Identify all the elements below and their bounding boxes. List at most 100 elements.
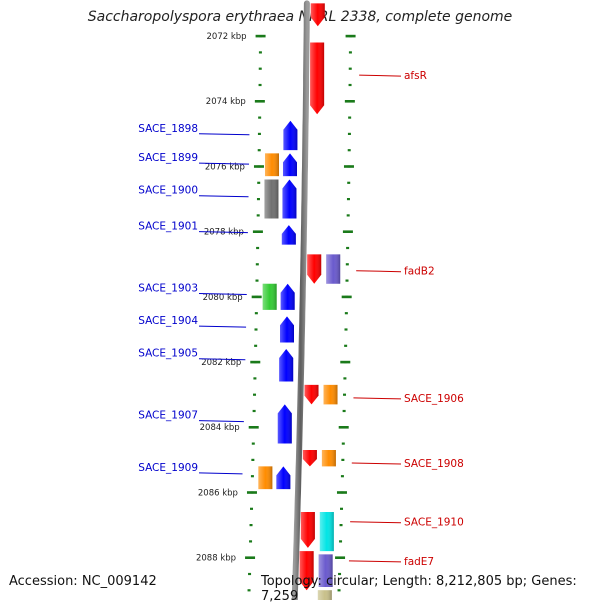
backbone-ring: [291, 0, 310, 600]
major-tick: [250, 360, 261, 364]
scale-dot-outer: [347, 149, 351, 152]
scale-dot-outer: [339, 540, 343, 543]
gene-leader-reverse: [198, 358, 246, 361]
major-tick: [255, 34, 266, 38]
gene-leader-forward: [350, 521, 402, 524]
gene-leader-forward: [356, 270, 402, 273]
scale-dot-inner: [258, 67, 262, 70]
scale-tick-label: 2072 kbp: [207, 32, 247, 42]
gene-label-reverse: SACE_1901: [138, 221, 198, 233]
major-tick-outer: [344, 100, 355, 103]
scale-dot-inner: [247, 589, 251, 592]
scale-dot-inner: [257, 132, 261, 135]
forward-feature-shade-10: [319, 511, 334, 552]
gene-label-forward: afsR: [404, 70, 427, 82]
reverse-feature-shade-11: [262, 283, 277, 310]
scale-dot-inner: [256, 198, 260, 201]
scale-dot-inner: [249, 524, 253, 527]
gene-leader-reverse: [198, 133, 250, 136]
reverse-feature-shade-3: [281, 225, 296, 245]
major-tick-outer: [342, 230, 353, 233]
reverse-feature-shade-10: [264, 179, 279, 219]
scale-dot-inner: [251, 458, 255, 461]
major-tick-outer: [343, 165, 354, 168]
scale-dot-outer: [339, 524, 343, 527]
forward-feature-shade-12: [317, 590, 332, 600]
gene-label-reverse: SACE_1904: [138, 315, 198, 327]
forward-feature-shade-2: [307, 254, 322, 284]
scale-dot-inner: [254, 344, 258, 347]
major-tick: [251, 295, 262, 299]
map-title: Saccharopolyspora erythraea NRRL 2338, c…: [87, 9, 513, 25]
major-tick-outer: [341, 295, 352, 299]
gene-label-forward: fadB2: [404, 266, 435, 278]
scale-dot-outer: [346, 214, 350, 217]
scale-dot-inner: [258, 83, 262, 87]
scale-dot-outer: [346, 198, 350, 201]
scale-tick-label: 2076 kbp: [205, 162, 245, 172]
gene-label-reverse: SACE_1903: [138, 283, 198, 295]
gene-label-forward: SACE_1910: [404, 517, 464, 529]
scale-dot-inner: [256, 214, 260, 217]
scale-dot-outer: [338, 572, 342, 576]
reverse-feature-shade-6: [279, 348, 294, 382]
reverse-feature-shade-8: [276, 466, 291, 490]
scale-dot-outer: [345, 263, 349, 266]
gene-leader-reverse: [198, 325, 247, 328]
scale-dot-outer: [341, 458, 345, 461]
scale-dot-outer: [342, 409, 346, 413]
forward-feature-shade-8: [323, 384, 338, 405]
scale-dot-outer: [345, 279, 349, 282]
scale-dot-outer: [343, 377, 347, 380]
reverse-feature-shade-7: [277, 404, 292, 444]
reverse-feature-shade-1: [282, 153, 297, 177]
scale-dot-outer: [340, 475, 344, 478]
gene-leader-forward: [348, 560, 402, 563]
gene-label-forward: fadE7: [404, 556, 434, 568]
gene-label-reverse: SACE_1899: [138, 152, 198, 164]
scale-dot-inner: [258, 51, 262, 54]
scale-tick-label: 2084 kbp: [200, 423, 240, 433]
scale-tick-label: 2082 kbp: [201, 358, 241, 368]
scale-dot-inner: [255, 279, 259, 282]
major-tick: [254, 100, 265, 103]
scale-dot-inner: [251, 442, 255, 445]
gene-leader-reverse: [198, 472, 243, 475]
scale-dot-inner: [250, 475, 254, 478]
forward-feature-shade-7: [326, 254, 341, 284]
major-tick-outer: [338, 426, 349, 429]
major-tick-outer: [340, 360, 351, 364]
forward-feature-shade-0: [310, 3, 325, 27]
gene-leader-reverse: [198, 293, 247, 296]
scale-dot-inner: [258, 116, 262, 119]
scale-dot-outer: [347, 132, 351, 135]
scale-dot-outer: [348, 67, 352, 70]
forward-feature-shade-4: [302, 450, 317, 467]
major-tick-outer: [335, 556, 346, 559]
gene-leader-forward: [351, 462, 402, 465]
forward-feature-shade-3: [304, 384, 319, 405]
scale-tick-label: 2086 kbp: [198, 488, 238, 498]
accession-text: Accession: NC_009142: [9, 574, 157, 589]
forward-feature-shade-11: [318, 554, 333, 587]
scale-dot-outer: [346, 246, 350, 250]
genome-backbone: [291, 0, 310, 600]
scale-dot-outer: [344, 328, 348, 331]
gene-label-reverse: SACE_1909: [138, 462, 198, 474]
forward-feature-shade-9: [321, 450, 336, 467]
scale-dot-outer: [344, 344, 348, 347]
gene-label-reverse: SACE_1898: [138, 123, 198, 135]
scale-dot-outer: [341, 442, 345, 445]
scale-dot-outer: [348, 83, 352, 87]
scale-dot-inner: [255, 263, 259, 266]
forward-feature-shade-1: [310, 42, 325, 115]
major-tick-outer: [336, 491, 347, 494]
reverse-feature-shade-9: [264, 153, 279, 177]
gene-leader-reverse: [198, 195, 249, 198]
reverse-feature-shade-12: [258, 466, 273, 490]
scale-dot-outer: [337, 589, 341, 592]
forward-feature-shade-6: [299, 551, 314, 591]
gene-label-forward: SACE_1906: [404, 393, 464, 405]
reverse-feature-shade-5: [280, 316, 294, 343]
